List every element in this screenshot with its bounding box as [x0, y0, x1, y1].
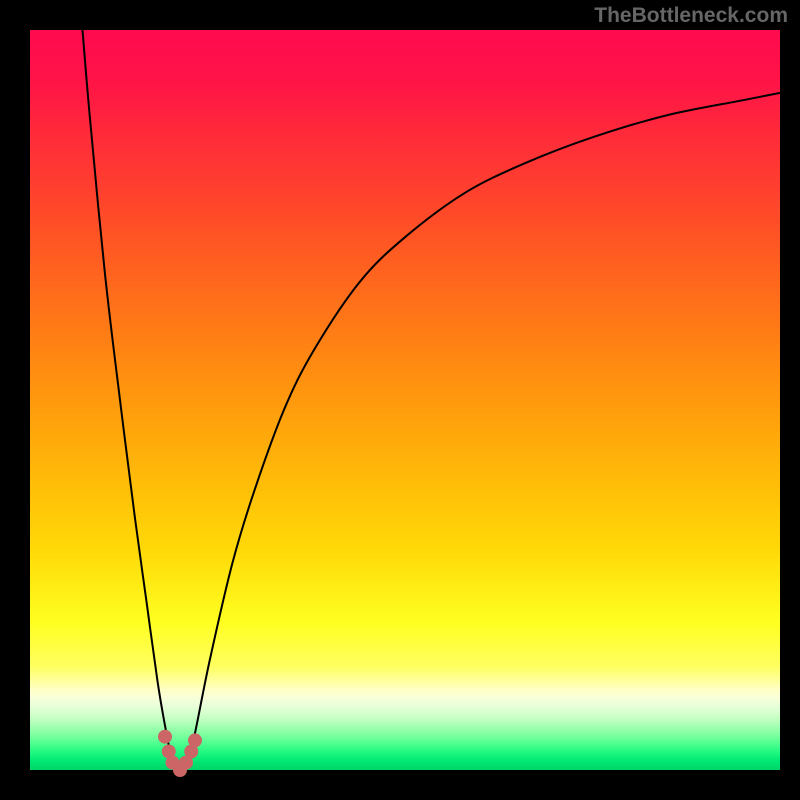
data-marker [188, 733, 202, 747]
chart-svg [0, 0, 800, 800]
chart-container: TheBottleneck.com [0, 0, 800, 800]
gradient-background [30, 30, 780, 770]
data-marker [158, 730, 172, 744]
